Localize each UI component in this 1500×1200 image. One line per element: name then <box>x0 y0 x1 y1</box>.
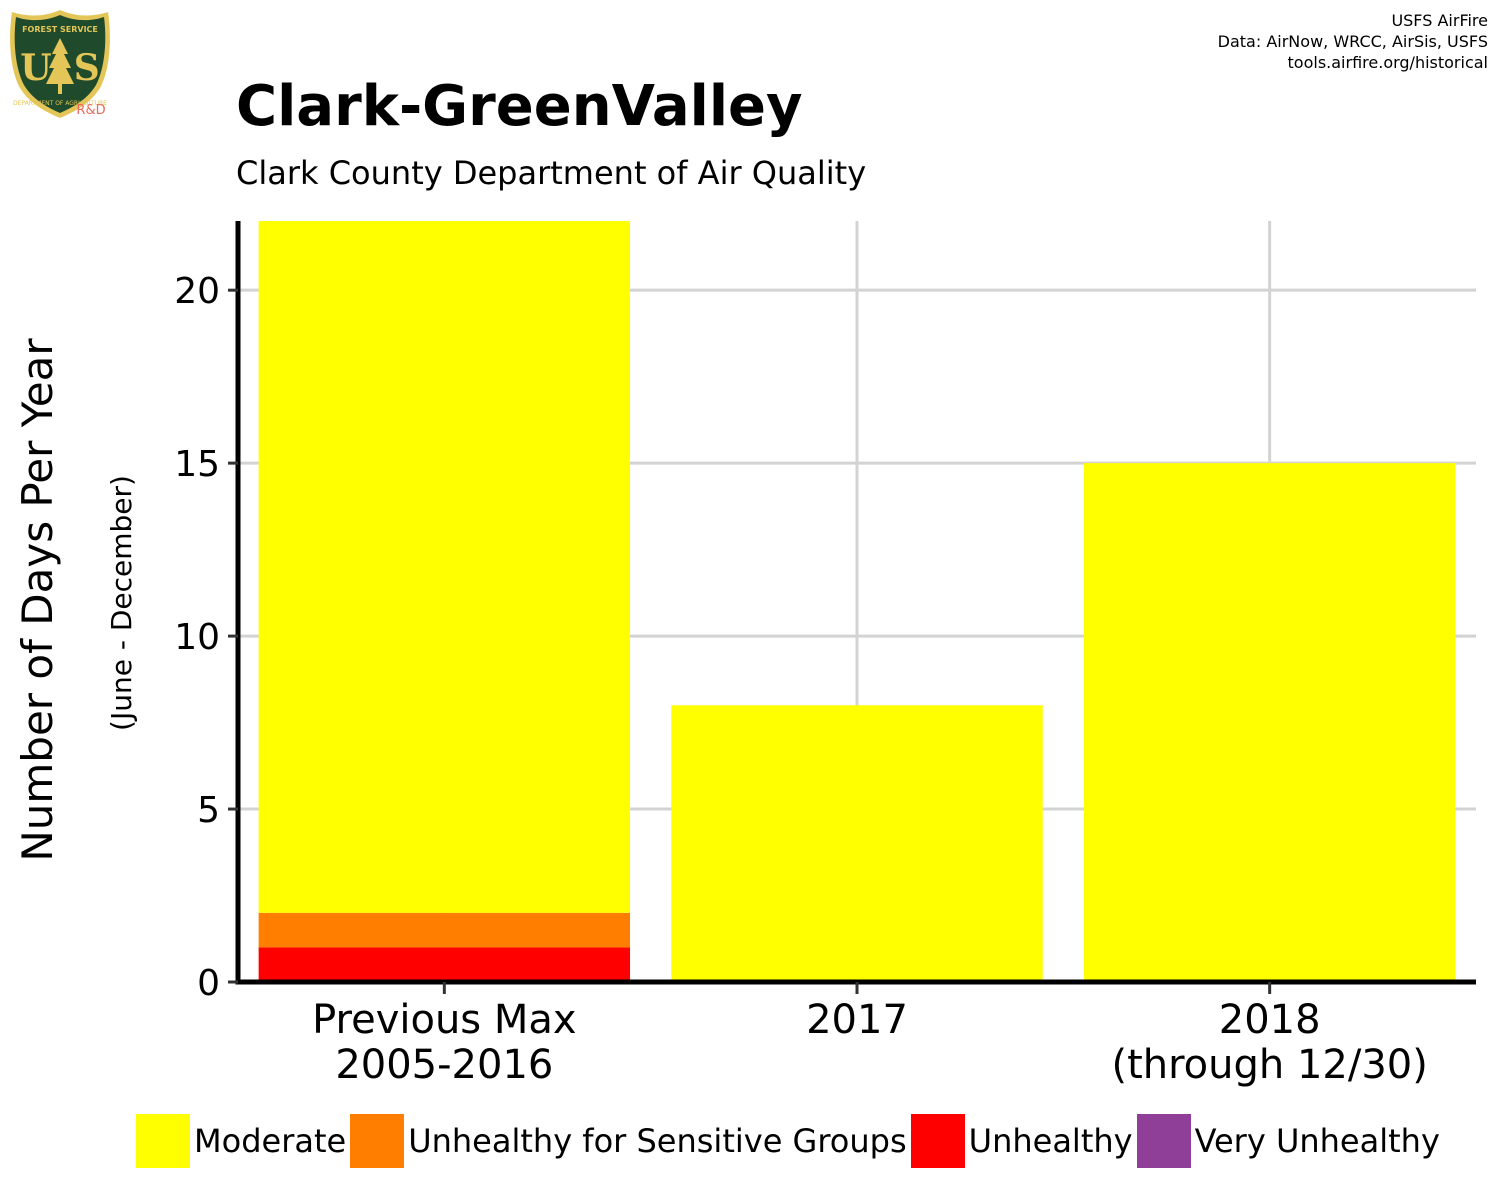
svg-text:R&D: R&D <box>76 103 105 118</box>
y-tick-label: 5 <box>197 790 220 831</box>
svg-text:DEPARTMENT OF AGRICULTURE: DEPARTMENT OF AGRICULTURE <box>13 100 107 107</box>
y-tick-label: 0 <box>197 963 220 1004</box>
y-tick-label: 15 <box>174 444 220 485</box>
credit-line: Data: AirNow, WRCC, AirSis, USFS <box>1217 32 1488 51</box>
x-tick-label: Previous Max <box>312 997 576 1043</box>
legend-label: Unhealthy <box>968 1122 1133 1160</box>
y-axis-title: Number of Days Per Year <box>13 338 62 862</box>
legend-label: Very Unhealthy <box>1194 1122 1440 1160</box>
legend: Moderate Unhealthy for Sensitive Groups Un… <box>136 1113 1444 1169</box>
legend-swatch <box>1136 1114 1191 1168</box>
x-tick-label: 2005-2016 <box>335 1042 553 1088</box>
svg-text:US: US <box>20 47 112 89</box>
y-axis-subtitle: (June - December) <box>105 475 138 731</box>
bar-unhealthy-for-sensitive-groups <box>258 912 631 948</box>
credit-line: tools.airfire.org/historical <box>1287 53 1488 72</box>
x-tick-label: 2018 <box>1219 997 1321 1043</box>
credits: USFS AirFire Data: AirNow, WRCC, AirSis,… <box>1218 10 1488 73</box>
legend-label: Unhealthy for Sensitive Groups <box>408 1122 907 1160</box>
bar-moderate <box>671 705 1043 982</box>
usfs-logo: US FOREST SERVICE DEPARTMENT OF AGRICULT… <box>8 8 112 120</box>
x-tick-label: 2017 <box>806 997 908 1043</box>
x-tick-label: (through 12/30) <box>1111 1042 1427 1088</box>
bar-unhealthy <box>258 947 631 982</box>
legend-item: Moderate <box>136 1114 346 1168</box>
chart-title: Clark-GreenValley <box>236 74 803 139</box>
legend-swatch <box>136 1114 190 1168</box>
legend-item: Unhealthy for Sensitive Groups <box>350 1114 907 1168</box>
bar-moderate <box>258 221 631 913</box>
chart-subtitle: Clark County Department of Air Quality <box>236 154 867 192</box>
credit-line: USFS AirFire <box>1391 11 1488 30</box>
legend-label: Moderate <box>194 1122 347 1160</box>
legend-swatch <box>350 1114 405 1168</box>
legend-item: Very Unhealthy <box>1136 1114 1440 1168</box>
bar-moderate <box>1083 463 1456 982</box>
y-tick-label: 10 <box>174 617 220 658</box>
svg-text:FOREST SERVICE: FOREST SERVICE <box>22 25 98 34</box>
legend-item: Unhealthy <box>910 1114 1133 1168</box>
legend-swatch <box>910 1114 965 1168</box>
y-tick-label: 20 <box>174 271 220 312</box>
